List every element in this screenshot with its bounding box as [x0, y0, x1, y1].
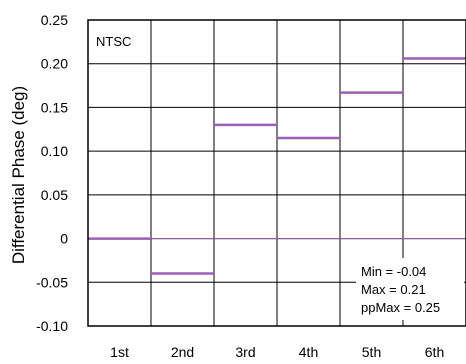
y-tick-label: -0.05: [36, 274, 68, 290]
x-tick-labels: 1st 2nd 3rd 4th 5th 6th: [110, 344, 444, 360]
stat-min: Min = -0.04: [361, 264, 426, 279]
x-tick-label: 4th: [299, 344, 318, 360]
x-tick-label: 2nd: [171, 344, 194, 360]
x-tick-label: 5th: [362, 344, 381, 360]
y-tick-label: 0: [60, 231, 68, 247]
y-tick-label: -0.10: [36, 318, 68, 334]
y-tick-label: 0.25: [41, 12, 68, 28]
y-tick-label: 0.10: [41, 143, 68, 159]
ntsc-label: NTSC: [96, 34, 131, 49]
y-tick-label: 0.05: [41, 187, 68, 203]
stats-box: [356, 258, 464, 320]
y-tick-labels: 0.25 0.20 0.15 0.10 0.05 0 -0.05 -0.10: [36, 12, 68, 334]
plot-frame: [87, 19, 466, 327]
x-tick-label: 1st: [110, 344, 129, 360]
y-axis-label: Differential Phase (deg): [9, 86, 28, 264]
x-tick-label: 3rd: [235, 344, 255, 360]
x-tick-label: 6th: [425, 344, 444, 360]
stat-max: Max = 0.21: [361, 282, 426, 297]
y-tick-label: 0.20: [41, 56, 68, 72]
stat-ppmax: ppMax = 0.25: [361, 300, 440, 315]
series: [88, 57, 466, 275]
y-tick-label: 0.15: [41, 99, 68, 115]
